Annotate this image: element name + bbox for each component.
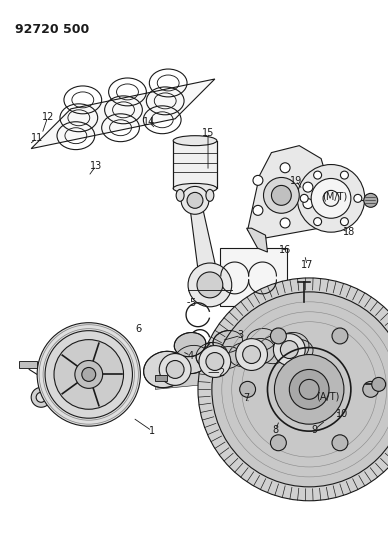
Text: 6: 6	[135, 324, 142, 334]
Text: 17: 17	[301, 261, 314, 270]
Text: 1: 1	[149, 426, 155, 436]
Circle shape	[303, 199, 313, 208]
Text: 5: 5	[189, 297, 196, 308]
Polygon shape	[31, 79, 215, 149]
Ellipse shape	[247, 328, 276, 351]
Circle shape	[206, 352, 224, 370]
Circle shape	[314, 217, 322, 225]
Circle shape	[199, 345, 231, 377]
Circle shape	[280, 163, 290, 173]
Circle shape	[188, 263, 232, 307]
Text: 15: 15	[202, 128, 214, 138]
Circle shape	[214, 338, 226, 351]
Ellipse shape	[258, 335, 291, 364]
Circle shape	[166, 360, 184, 378]
Circle shape	[272, 185, 291, 205]
Circle shape	[187, 192, 203, 208]
Circle shape	[198, 278, 389, 501]
Circle shape	[45, 330, 132, 418]
Circle shape	[263, 177, 299, 213]
Ellipse shape	[173, 183, 217, 193]
Ellipse shape	[174, 345, 210, 374]
Bar	[173, 141, 217, 188]
Circle shape	[303, 182, 313, 192]
Circle shape	[270, 435, 286, 451]
Ellipse shape	[282, 340, 313, 364]
Text: (A/T): (A/T)	[316, 391, 340, 401]
Text: 19: 19	[289, 175, 302, 185]
Bar	[155, 375, 167, 382]
Polygon shape	[189, 200, 220, 285]
Circle shape	[297, 165, 365, 232]
Ellipse shape	[229, 343, 258, 367]
Text: (M/T): (M/T)	[322, 191, 347, 201]
Circle shape	[354, 195, 362, 203]
Circle shape	[240, 382, 256, 397]
Text: 7: 7	[244, 393, 250, 403]
Circle shape	[332, 328, 348, 344]
Circle shape	[280, 218, 290, 228]
Bar	[220, 248, 287, 306]
Text: 10: 10	[336, 409, 348, 419]
Text: 9: 9	[311, 425, 317, 435]
Circle shape	[36, 392, 46, 402]
Circle shape	[274, 354, 344, 424]
Circle shape	[31, 387, 51, 407]
Text: 18: 18	[343, 227, 355, 237]
Ellipse shape	[213, 330, 243, 353]
Circle shape	[270, 328, 286, 344]
Circle shape	[280, 341, 298, 359]
Ellipse shape	[173, 136, 217, 146]
Circle shape	[253, 205, 263, 215]
Text: 92720 500: 92720 500	[15, 23, 89, 36]
Circle shape	[212, 292, 389, 487]
Ellipse shape	[176, 189, 184, 201]
Text: 8: 8	[273, 425, 279, 435]
Text: 11: 11	[31, 133, 43, 143]
Circle shape	[332, 435, 348, 451]
Ellipse shape	[174, 333, 206, 357]
Circle shape	[253, 175, 263, 185]
Circle shape	[364, 193, 378, 207]
Circle shape	[37, 322, 140, 426]
Text: 4: 4	[187, 351, 194, 361]
Polygon shape	[247, 228, 268, 252]
Text: 14: 14	[143, 117, 155, 127]
Polygon shape	[248, 146, 329, 238]
Ellipse shape	[273, 333, 309, 363]
Circle shape	[300, 195, 308, 203]
Ellipse shape	[144, 351, 187, 387]
Circle shape	[314, 171, 322, 179]
Circle shape	[54, 340, 124, 409]
Circle shape	[236, 338, 268, 370]
Circle shape	[363, 382, 378, 397]
Circle shape	[289, 369, 329, 409]
Circle shape	[273, 334, 305, 366]
Circle shape	[311, 179, 351, 218]
Circle shape	[159, 353, 191, 385]
Ellipse shape	[214, 346, 242, 368]
Text: 13: 13	[90, 161, 102, 171]
Ellipse shape	[244, 338, 275, 365]
Ellipse shape	[206, 189, 214, 201]
Circle shape	[372, 377, 385, 391]
Text: 2: 2	[218, 368, 225, 377]
Text: 3: 3	[238, 330, 244, 341]
Circle shape	[340, 217, 349, 225]
Text: 16: 16	[279, 245, 291, 255]
Circle shape	[75, 360, 103, 389]
Ellipse shape	[196, 343, 228, 368]
Text: 12: 12	[42, 112, 54, 122]
Circle shape	[197, 272, 223, 298]
Circle shape	[181, 187, 209, 214]
Polygon shape	[155, 345, 309, 389]
Circle shape	[243, 345, 261, 364]
Bar	[19, 360, 37, 368]
Circle shape	[82, 367, 96, 382]
Circle shape	[340, 171, 349, 179]
